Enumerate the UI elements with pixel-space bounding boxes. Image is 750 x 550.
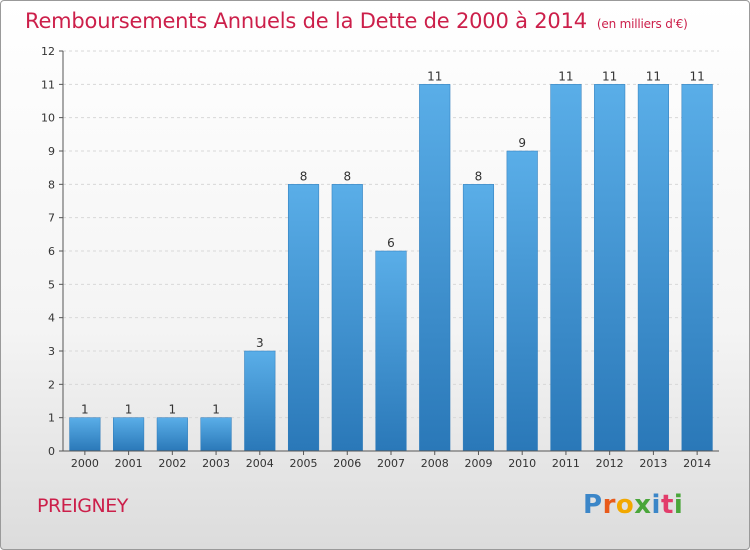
y-tick-label: 5: [48, 278, 55, 291]
x-tick-label-2009: 2009: [464, 457, 492, 470]
x-tick-label-2008: 2008: [421, 457, 449, 470]
data-label-2013: 11: [646, 69, 661, 83]
bar-2003: [200, 417, 232, 452]
data-label-2006: 8: [343, 169, 351, 183]
y-tick-label: 1: [48, 412, 55, 425]
bar-2013: [637, 84, 669, 452]
data-label-2000: 1: [81, 403, 89, 417]
logo-letter: o: [615, 490, 635, 520]
chart-title: Remboursements Annuels de la Dette de 20…: [25, 9, 688, 33]
x-tick-label-2007: 2007: [377, 457, 405, 470]
bar-2010: [506, 150, 538, 452]
logo-letter: i: [673, 490, 684, 520]
y-tick-label: 12: [41, 45, 55, 58]
chart-subtitle: (en milliers d'€): [596, 17, 688, 31]
data-label-2010: 9: [518, 136, 526, 150]
data-label-2008: 11: [427, 69, 442, 83]
y-tick-label: 4: [48, 312, 55, 325]
bar-2012: [594, 84, 626, 452]
bar-2006: [331, 184, 363, 452]
x-tick-label-2002: 2002: [158, 457, 186, 470]
data-label-2014: 11: [689, 69, 704, 83]
x-tick-label-2010: 2010: [508, 457, 536, 470]
bar-2002: [156, 417, 188, 452]
x-tick-label-2004: 2004: [246, 457, 274, 470]
y-tick-label: 10: [41, 112, 55, 125]
bar-2014: [681, 84, 713, 452]
x-tick-label-2012: 2012: [596, 457, 624, 470]
data-label-2004: 3: [256, 336, 264, 350]
data-label-2001: 1: [125, 403, 133, 417]
proxiti-logo: Proxiti: [583, 490, 683, 520]
y-tick-label: 2: [48, 378, 55, 391]
x-tick-label-2001: 2001: [115, 457, 143, 470]
x-tick-label-2005: 2005: [290, 457, 318, 470]
bar-2007: [375, 250, 407, 452]
bar-2009: [462, 184, 495, 452]
y-tick-label: 9: [48, 145, 55, 158]
y-tick-label: 11: [41, 78, 55, 91]
data-label-2012: 11: [602, 69, 617, 83]
bar-2005: [287, 184, 320, 452]
logo-letter: P: [583, 490, 603, 520]
x-tick-label-2011: 2011: [552, 457, 580, 470]
data-label-2009: 8: [475, 169, 483, 183]
data-label-2007: 6: [387, 236, 395, 250]
data-label-2002: 1: [169, 403, 177, 417]
bar-2008: [419, 84, 451, 452]
bar-2000: [69, 417, 101, 452]
data-label-2011: 11: [558, 69, 573, 83]
bar-2011: [550, 84, 582, 452]
x-tick-label-2014: 2014: [683, 457, 711, 470]
data-label-2003: 1: [212, 403, 220, 417]
bar-2001: [113, 417, 145, 452]
x-tick-label-2000: 2000: [71, 457, 99, 470]
data-label-2005: 8: [300, 169, 308, 183]
logo-letter: t: [660, 490, 674, 520]
x-tick-label-2003: 2003: [202, 457, 230, 470]
y-tick-label: 0: [48, 445, 55, 458]
logo-letter: x: [634, 490, 652, 520]
x-tick-label-2006: 2006: [333, 457, 361, 470]
logo-letter: r: [602, 490, 616, 520]
y-tick-label: 3: [48, 345, 55, 358]
y-tick-label: 7: [48, 212, 55, 225]
y-tick-label: 6: [48, 245, 55, 258]
chart-title-text: Remboursements Annuels de la Dette de 20…: [25, 9, 587, 33]
logo-letter: i: [651, 490, 661, 520]
x-tick-label-2013: 2013: [639, 457, 667, 470]
commune-name: PREIGNEY: [37, 495, 128, 517]
y-tick-label: 8: [48, 178, 55, 191]
bar-2004: [244, 350, 276, 452]
